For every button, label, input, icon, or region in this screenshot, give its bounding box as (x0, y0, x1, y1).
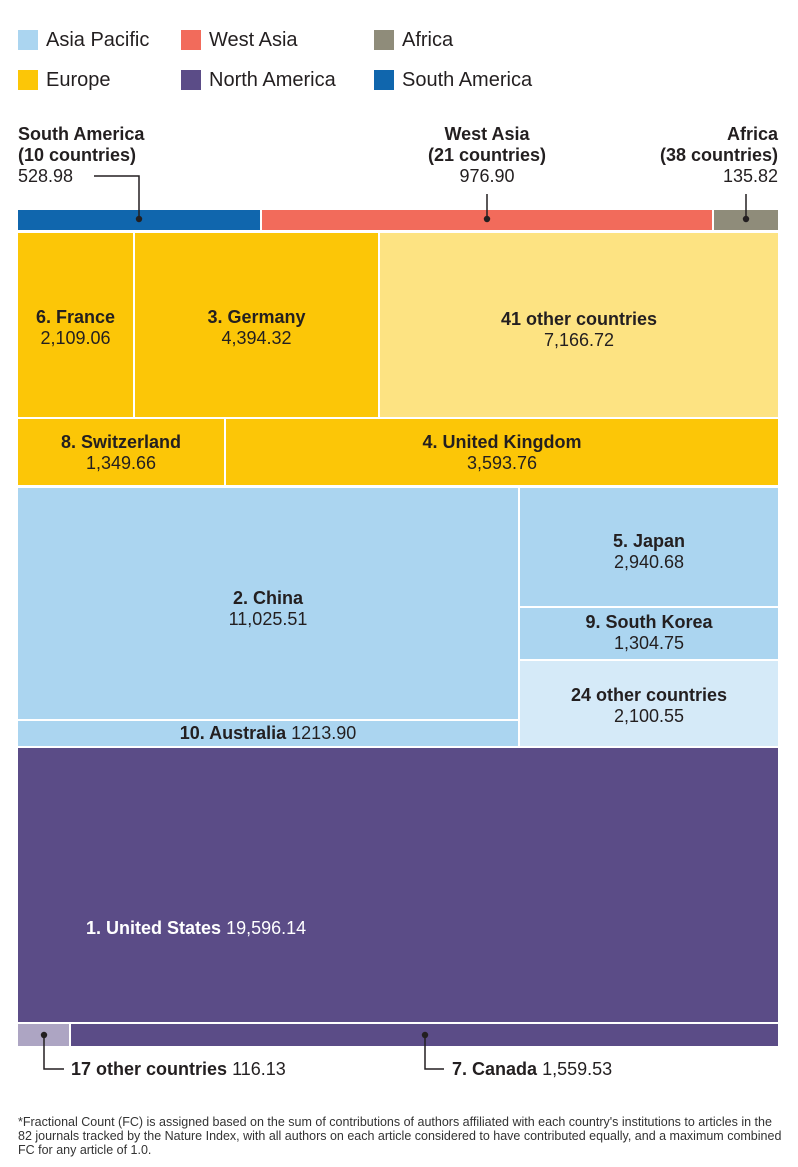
region-subtitle: (38 countries) (659, 145, 778, 165)
treemap-cell-europe-other: 41 other countries 7,166.72 (380, 233, 778, 417)
treemap-cell-australia (18, 721, 518, 746)
united-states-label: 1. United States 19,596.14 (86, 918, 306, 939)
cell-name: 41 other countries (500, 309, 658, 329)
cell-value: 7,166.72 (543, 330, 615, 350)
region-subtitle: (10 countries) (18, 145, 137, 165)
canada-label: 7. Canada 1,559.53 (452, 1059, 612, 1080)
cell-label: 3. Germany 4,394.32 (135, 307, 378, 349)
region-value: 135.82 (722, 166, 778, 186)
cell-label: 9. South Korea 1,304.75 (520, 612, 778, 654)
leader-dot-canada (421, 1031, 429, 1039)
region-name: Africa (726, 124, 778, 144)
cell-label: 4. United Kingdom 3,593.76 (226, 432, 778, 474)
cell-value: 2,940.68 (613, 552, 685, 572)
cell-value: 1213.90 (291, 723, 357, 743)
treemap-cell-south-korea: 9. South Korea 1,304.75 (520, 608, 778, 659)
legend-swatch (181, 70, 201, 90)
leader-line-north-america-other (43, 1035, 64, 1070)
cell-value: 1,559.53 (542, 1059, 613, 1079)
region-label-west-asia: West Asia (21 countries) 976.90 (387, 124, 587, 187)
cell-name: 1. United States (86, 918, 222, 938)
treemap-cell-germany: 3. Germany 4,394.32 (135, 233, 378, 417)
region-label-africa: Africa (38 countries) 135.82 (660, 124, 778, 187)
legend-label: Africa (402, 29, 454, 51)
australia-label: 10. Australia 1213.90 (18, 723, 518, 744)
legend-swatch (181, 30, 201, 50)
cell-name: 2. China (232, 588, 303, 608)
cell-label: 41 other countries 7,166.72 (380, 309, 778, 351)
cell-value: 1,349.66 (85, 453, 157, 473)
cell-name: 6. France (35, 307, 116, 327)
cell-name: 10. Australia (179, 723, 287, 743)
cell-name: 8. Switzerland (60, 432, 182, 452)
legend-label: West Asia (209, 29, 298, 51)
footnote: *Fractional Count (FC) is assigned based… (18, 1115, 782, 1157)
cell-value: 116.13 (232, 1059, 286, 1079)
cell-label: 24 other countries 2,100.55 (520, 685, 778, 727)
cell-name: 3. Germany (207, 307, 306, 327)
legend-swatch (374, 70, 394, 90)
cell-value: 3,593.76 (466, 453, 538, 473)
cell-name: 7. Canada (452, 1059, 538, 1079)
cell-value: 19,596.14 (226, 918, 307, 938)
treemap-cell-china: 2. China 11,025.51 (18, 488, 518, 719)
leader-dot-north-america-other (40, 1031, 48, 1039)
cell-value: 11,025.51 (228, 609, 308, 629)
leader-dot-africa (742, 215, 750, 223)
treemap-cell-united-kingdom: 4. United Kingdom 3,593.76 (226, 419, 778, 485)
cell-name: 4. United Kingdom (422, 432, 582, 452)
legend-swatch (374, 30, 394, 50)
treemap-cell-asia-pacific-other: 24 other countries 2,100.55 (520, 661, 778, 746)
legend-swatch (18, 70, 38, 90)
legend-label: South America (402, 69, 533, 91)
cell-value: 4,394.32 (221, 328, 292, 348)
north-america-other-label: 17 other countries 116.13 (71, 1059, 286, 1080)
cell-value: 1,304.75 (613, 633, 685, 653)
cell-name: 9. South Korea (585, 612, 713, 632)
legend-swatch (18, 30, 38, 50)
region-name: West Asia (444, 124, 530, 144)
leader-dot-west-asia (483, 215, 491, 223)
cell-value: 2,109.06 (40, 328, 111, 348)
cell-name: 17 other countries (71, 1059, 228, 1079)
cell-label: 6. France 2,109.06 (18, 307, 133, 349)
region-name: South America (18, 124, 145, 144)
cell-name: 5. Japan (612, 531, 686, 551)
treemap-cell-japan: 5. Japan 2,940.68 (520, 488, 778, 606)
cell-name: 24 other countries (570, 685, 728, 705)
leader-line-canada (424, 1035, 444, 1070)
treemap-cell-switzerland: 8. Switzerland 1,349.66 (18, 419, 224, 485)
cell-label: 5. Japan 2,940.68 (520, 531, 778, 573)
leader-dot-south-america (135, 215, 143, 223)
leader-line-south-america (94, 175, 140, 218)
legend-label: Asia Pacific (46, 29, 150, 51)
region-value: 976.90 (459, 166, 515, 186)
treemap-cell-united-states (18, 748, 778, 1022)
cell-value: 2,100.55 (613, 706, 685, 726)
region-label-south-america: South America (10 countries) 528.98 (18, 124, 144, 187)
cell-label: 8. Switzerland 1,349.66 (18, 432, 224, 474)
treemap-cell-france: 6. France 2,109.06 (18, 233, 133, 417)
region-subtitle: (21 countries) (427, 145, 547, 165)
region-value: 528.98 (18, 166, 74, 186)
legend-label: Europe (46, 69, 111, 91)
legend-label: North America (209, 69, 336, 91)
cell-label: 2. China 11,025.51 (18, 588, 518, 630)
